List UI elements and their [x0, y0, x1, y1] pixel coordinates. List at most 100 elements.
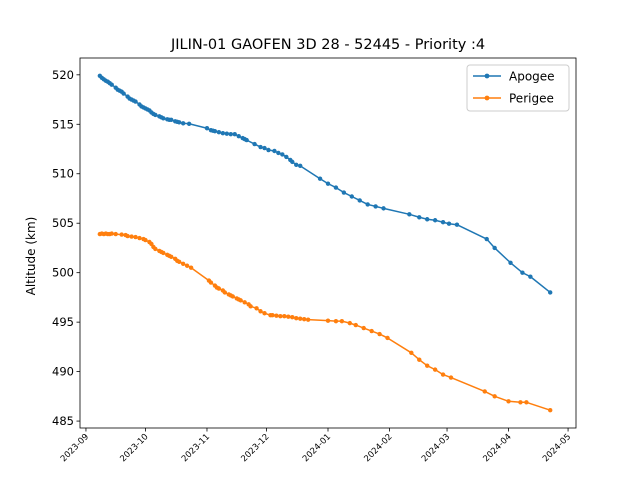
data-point-perigee	[169, 254, 174, 260]
data-point-perigee	[129, 234, 134, 239]
data-point-perigee	[548, 407, 553, 413]
data-point-apogee	[454, 222, 460, 227]
data-point-perigee	[298, 316, 303, 321]
data-point-perigee	[254, 306, 259, 311]
data-point-apogee	[357, 198, 362, 203]
data-point-apogee	[484, 236, 489, 242]
y-tick-label: 490	[52, 365, 74, 379]
legend-marker-apogee	[484, 73, 490, 79]
data-point-apogee	[520, 270, 525, 275]
data-point-apogee	[365, 202, 370, 207]
data-point-apogee	[212, 129, 218, 134]
data-point-perigee	[238, 298, 243, 303]
data-point-perigee	[305, 317, 311, 322]
data-point-apogee	[232, 131, 237, 137]
data-point-perigee	[440, 372, 446, 377]
y-tick-label: 495	[52, 315, 74, 329]
legend: Apogee Perigee	[466, 64, 570, 112]
data-point-perigee	[180, 261, 186, 266]
data-point-apogee	[349, 194, 355, 199]
data-point-perigee	[230, 294, 235, 299]
data-point-apogee	[373, 204, 378, 209]
data-point-perigee	[270, 313, 275, 318]
data-point-apogee	[276, 150, 281, 156]
data-point-perigee	[125, 233, 130, 239]
data-point-apogee	[446, 221, 452, 226]
data-point-apogee	[425, 217, 430, 222]
data-point-apogee	[133, 99, 138, 104]
data-point-apogee	[280, 152, 285, 157]
data-point-apogee	[284, 154, 289, 160]
data-point-perigee	[262, 311, 267, 316]
data-point-perigee	[432, 367, 438, 372]
data-point-apogee	[548, 290, 553, 295]
data-point-perigee	[282, 314, 287, 319]
data-point-perigee	[153, 246, 158, 252]
data-point-apogee	[121, 91, 126, 96]
data-point-apogee	[508, 260, 513, 265]
data-point-apogee	[333, 185, 339, 190]
data-point-perigee	[333, 318, 339, 324]
data-point-apogee	[272, 148, 277, 154]
data-point-apogee	[161, 116, 166, 121]
data-point-apogee	[528, 274, 533, 279]
y-tick-label: 485	[52, 414, 74, 428]
data-point-apogee	[236, 133, 241, 139]
data-point-perigee	[482, 389, 487, 394]
data-point-perigee	[242, 300, 247, 305]
y-tick-label: 520	[52, 68, 74, 82]
data-point-apogee	[317, 176, 323, 181]
y-axis-label: Altitude (km)	[24, 217, 38, 296]
data-point-apogee	[290, 159, 295, 165]
chart-title: JILIN-01 GAOFEN 3D 28 - 52445 - Priority…	[170, 37, 485, 53]
data-point-perigee	[113, 231, 118, 237]
data-point-apogee	[294, 162, 299, 168]
data-point-perigee	[524, 400, 529, 405]
data-point-perigee	[409, 350, 414, 356]
data-point-perigee	[222, 290, 228, 295]
data-point-perigee	[109, 231, 114, 236]
data-point-perigee	[286, 314, 291, 319]
data-point-perigee	[177, 259, 182, 264]
data-point-perigee	[258, 309, 263, 314]
data-point-perigee	[208, 280, 214, 285]
data-point-perigee	[119, 232, 124, 237]
y-tick-label: 515	[52, 117, 74, 131]
data-point-perigee	[417, 357, 422, 362]
data-point-apogee	[417, 215, 422, 220]
data-point-perigee	[385, 335, 390, 341]
data-point-perigee	[294, 315, 299, 321]
data-point-perigee	[518, 400, 523, 405]
data-point-perigee	[361, 325, 366, 331]
data-point-apogee	[325, 181, 331, 186]
y-tick-label: 505	[52, 216, 74, 230]
legend-label-apogee: Apogee	[509, 70, 555, 84]
legend-label-perigee: Perigee	[509, 92, 554, 106]
legend-marker-perigee	[484, 95, 490, 101]
data-point-apogee	[153, 112, 158, 118]
data-point-apogee	[180, 121, 186, 126]
data-point-perigee	[301, 316, 307, 322]
data-point-perigee	[290, 315, 295, 320]
data-point-apogee	[262, 145, 267, 151]
data-point-apogee	[109, 82, 114, 87]
data-point-apogee	[432, 218, 438, 223]
data-point-perigee	[143, 237, 148, 243]
data-point-perigee	[448, 375, 454, 380]
data-point-perigee	[325, 318, 331, 323]
data-point-perigee	[216, 286, 222, 291]
data-point-perigee	[369, 328, 374, 334]
data-point-apogee	[258, 144, 263, 150]
data-point-apogee	[228, 131, 233, 137]
data-point-perigee	[278, 314, 283, 319]
data-point-apogee	[224, 131, 230, 136]
data-point-perigee	[133, 234, 138, 240]
data-point-apogee	[204, 126, 210, 131]
data-point-apogee	[177, 120, 182, 125]
data-point-perigee	[377, 331, 382, 337]
data-point-perigee	[274, 313, 279, 318]
data-point-apogee	[440, 220, 446, 225]
data-point-apogee	[244, 137, 249, 143]
y-tick-label: 500	[52, 266, 74, 280]
